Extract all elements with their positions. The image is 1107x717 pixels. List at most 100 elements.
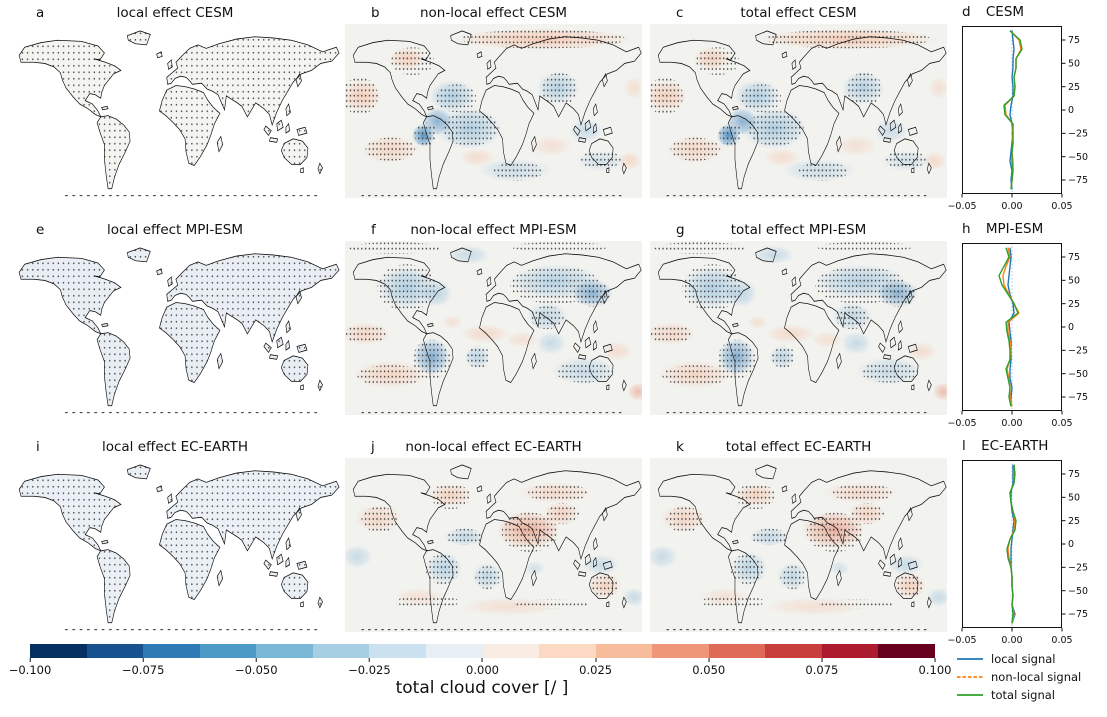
svg-text:75: 75 [1068,35,1080,46]
panel-h: h MPI-ESM 75 50 25 0 −25 −50 −75 −0.05 0.00 0.05 [947,221,1104,437]
legend-item-nonlocal: non-local signal [956,668,1081,686]
panel-letter: g [676,222,685,238]
colorbar-segment [595,644,653,658]
panel-c-title: c total effect CESM [650,4,947,24]
svg-text:−0.05: −0.05 [948,201,977,212]
colorbar-tick-label: 0.025 [579,658,612,677]
svg-text:0.05: 0.05 [1051,635,1072,646]
legend-line-local [957,658,983,660]
land-stipple [19,247,340,406]
legend-line-total [957,694,983,696]
panel-letter: d [962,4,971,20]
svg-text:−25: −25 [1068,346,1088,357]
svg-text:−0.05: −0.05 [948,418,977,429]
legend-label: local signal [991,652,1056,666]
colorbar-segment [312,644,370,658]
panel-title-text: total effect MPI-ESM [730,222,867,238]
panel-title-text: non-local effect CESM [419,5,568,21]
colorbar-gradient [30,644,935,658]
svg-text:−0.05: −0.05 [948,635,977,646]
colorbar-tick-label: −0.100 [9,658,51,677]
svg-text:−50: −50 [1068,152,1088,163]
panel-letter: j [371,439,375,455]
map-total-mpi-esm [650,241,947,415]
panel-i-title: i local effect EC-EARTH [10,438,340,458]
panel-letter: k [676,439,684,455]
panel-l: l EC-EARTH 75 50 25 0 −25 −50 −75 −0.05 0.00 0.05 [947,438,1104,654]
svg-text:−75: −75 [1068,175,1088,186]
panel-h-title: h MPI-ESM [948,221,1104,241]
map-nonlocal-cesm [345,24,642,198]
zonal-plot-mpi-esm: 75 50 25 0 −25 −50 −75 −0.05 0.00 0.05 [947,243,1088,429]
panel-g: g total effect MPI-ESM [650,221,947,415]
panel-letter: c [676,5,684,21]
panel-title-text: local effect MPI-ESM [106,222,244,238]
panel-k: k total effect EC-EARTH [650,438,947,632]
panel-c: c total effect CESM [650,4,947,198]
svg-text:−50: −50 [1068,369,1088,380]
legend-item-total: total signal [956,686,1081,704]
colorbar-segment [369,644,426,658]
colorbar-tick-label: −0.025 [348,658,391,677]
svg-text:50: 50 [1068,276,1080,287]
panel-j-title: j non-local effect EC-EARTH [345,438,642,458]
panel-letter: e [36,222,45,238]
colorbar-tick-label: 0.050 [692,658,725,677]
legend: local signal non-local signal total sign… [956,650,1081,704]
map-nonlocal-ec-earth [345,458,642,632]
map-local-cesm [18,30,340,197]
land-stipple [19,30,340,189]
panel-a: a local effect CESM [10,4,340,198]
svg-text:50: 50 [1068,59,1080,70]
panel-b: b non-local effect CESM [345,4,642,198]
svg-text:75: 75 [1068,252,1080,263]
svg-text:0: 0 [1068,322,1074,333]
svg-text:50: 50 [1068,493,1080,504]
legend-label: total signal [991,688,1055,702]
land-stipple [19,464,340,623]
panel-i: i local effect EC-EARTH [10,438,340,632]
map-local-ec-earth [18,464,340,631]
colorbar-segment [878,644,935,658]
panel-letter: a [36,5,45,21]
svg-text:−75: −75 [1068,609,1088,620]
colorbar-tick-label: 0.075 [805,658,838,677]
panel-letter: h [962,221,971,237]
colorbar-tick-label: −0.050 [235,658,278,677]
colorbar-segment [30,644,87,658]
panel-f: f non-local effect MPI-ESM [345,221,642,415]
panel-d: d CESM 75 50 25 0 −25 −50 −75 −0.05 0.00 0.05 [947,4,1104,220]
svg-text:0.00: 0.00 [1001,201,1022,212]
colorbar-segment [425,644,483,658]
panel-e: e local effect MPI-ESM [10,221,340,415]
colorbar-segment [482,644,540,658]
colorbar-segment [199,644,257,658]
colorbar-segment [708,644,766,658]
panel-title-text: non-local effect MPI-ESM [410,222,577,238]
panel-letter: i [36,439,40,455]
panel-k-title: k total effect EC-EARTH [650,438,947,458]
map-total-ec-earth [650,458,947,632]
svg-text:75: 75 [1068,469,1080,480]
zonal-plot-cesm: 75 50 25 0 −25 −50 −75 −0.05 0.00 0.05 [947,26,1088,212]
map-total-cesm [650,24,947,198]
colorbar-tick-label: 0.000 [466,658,499,677]
panel-title-text: CESM [985,4,1025,20]
colorbar-segment [86,644,144,658]
colorbar-label: total cloud cover [/ ] [395,678,569,698]
panel-j: j non-local effect EC-EARTH [345,438,642,632]
panel-l-title: l EC-EARTH [948,438,1104,458]
panel-b-title: b non-local effect CESM [345,4,642,24]
map-local-mpi-esm [18,247,340,414]
svg-text:−25: −25 [1068,563,1088,574]
svg-text:0.00: 0.00 [1001,418,1022,429]
colorbar-tick-label: −0.075 [122,658,164,677]
panel-title-text: MPI-ESM [985,221,1044,237]
svg-text:−75: −75 [1068,392,1088,403]
panel-f-title: f non-local effect MPI-ESM [345,221,642,241]
panel-g-title: g total effect MPI-ESM [650,221,947,241]
colorbar-segment [765,644,822,658]
colorbar-segment [256,644,313,658]
legend-item-local: local signal [956,650,1081,668]
